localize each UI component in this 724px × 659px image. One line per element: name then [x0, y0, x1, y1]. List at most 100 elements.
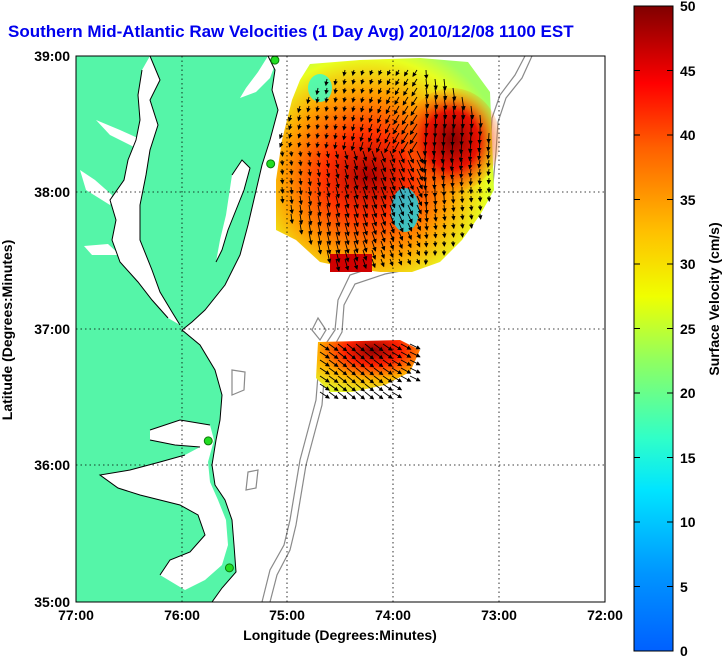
velocity-arrow	[468, 213, 474, 220]
velocity-arrow	[334, 159, 340, 169]
velocity-arrow	[380, 177, 387, 191]
x-tick-label: 76:00	[164, 607, 200, 623]
velocity-arrow	[422, 141, 428, 156]
velocity-arrow	[359, 114, 365, 123]
velocity-arrow	[344, 159, 349, 170]
velocity-arrow	[325, 159, 331, 169]
velocity-arrow	[344, 249, 350, 263]
velocity-arrow	[344, 213, 350, 228]
velocity-arrow	[319, 383, 330, 391]
velocity-arrow	[477, 213, 483, 220]
velocity-arrow	[337, 351, 348, 360]
velocity-arrow	[324, 87, 329, 95]
velocity-arrow	[324, 105, 329, 112]
velocity-arrow	[317, 195, 322, 207]
velocity-arrow	[407, 249, 412, 257]
velocity-arrow	[316, 159, 321, 168]
velocity-arrow	[335, 231, 341, 246]
velocity-arrow	[378, 69, 383, 76]
velocity-arrow	[306, 123, 311, 130]
velocity-arrow	[298, 195, 303, 206]
velocity-arrow	[326, 231, 332, 246]
velocity-arrow	[400, 375, 412, 382]
velocity-arrow	[398, 222, 404, 233]
velocity-arrow	[407, 240, 412, 249]
velocity-arrow	[401, 123, 409, 135]
velocity-arrow	[344, 204, 350, 219]
velocity-arrow	[367, 132, 373, 143]
velocity-arrow	[422, 168, 428, 182]
velocity-arrow	[377, 105, 382, 114]
velocity-arrow	[360, 96, 365, 104]
velocity-arrow	[371, 204, 378, 218]
velocity-arrow	[442, 87, 448, 101]
velocity-arrow	[353, 240, 359, 254]
velocity-arrow	[416, 177, 423, 190]
velocity-arrow	[342, 123, 347, 131]
velocity-arrow	[415, 258, 420, 265]
velocity-arrow	[398, 204, 405, 217]
y-tick-label: 35:00	[34, 594, 70, 610]
velocity-arrow	[407, 186, 414, 199]
velocity-arrow	[317, 204, 322, 217]
velocity-arrow	[337, 343, 348, 352]
velocity-arrow	[335, 240, 341, 255]
velocity-arrow	[342, 105, 347, 112]
velocity-arrow	[424, 78, 429, 90]
velocity-arrow	[433, 231, 438, 239]
velocity-arrow	[308, 222, 313, 236]
velocity-arrow	[351, 123, 356, 132]
velocity-arrow	[452, 87, 457, 102]
velocity-arrow	[401, 132, 409, 145]
velocity-arrow	[344, 195, 350, 209]
velocity-arrow	[384, 141, 391, 154]
velocity-arrow	[353, 150, 358, 161]
velocity-arrow	[392, 132, 400, 144]
velocity-arrow	[355, 383, 366, 392]
velocity-arrow	[326, 213, 332, 227]
velocity-arrow	[460, 105, 466, 120]
velocity-arrow	[380, 195, 387, 209]
velocity-arrow	[459, 168, 464, 179]
velocity-arrow	[389, 195, 396, 209]
velocity-arrow	[316, 150, 321, 158]
velocity-arrow	[442, 78, 448, 91]
velocity-arrow	[328, 375, 339, 384]
velocity-arrow	[407, 204, 413, 216]
velocity-arrow	[389, 204, 396, 217]
velocity-arrow	[371, 186, 378, 201]
y-tick-label: 37:00	[34, 321, 70, 337]
velocity-arrow	[279, 141, 284, 148]
velocity-arrow	[409, 141, 418, 154]
velocity-arrow	[380, 222, 386, 235]
x-tick-label: 75:00	[269, 607, 305, 623]
velocity-arrow	[389, 258, 394, 267]
velocity-arrow	[350, 141, 356, 151]
velocity-arrow	[477, 132, 482, 145]
velocity-arrow	[328, 391, 339, 400]
colorbar: 50 45 40 35 30 25 20 15 10 5 0 Surface V…	[633, 0, 722, 659]
velocity-arrow	[468, 132, 473, 146]
velocity-arrow	[407, 177, 414, 191]
velocity-arrow	[297, 123, 302, 130]
velocity-arrow	[315, 132, 320, 139]
velocity-arrow	[307, 204, 313, 216]
velocity-arrow	[362, 249, 368, 261]
velocity-arrow	[382, 375, 393, 383]
velocity-arrow	[468, 204, 474, 212]
velocity-arrow	[344, 231, 350, 246]
velocity-arrow	[458, 159, 464, 171]
velocity-arrow	[433, 105, 439, 120]
velocity-arrow	[337, 391, 348, 400]
velocity-arrow	[389, 159, 396, 173]
x-tick-label: 74:00	[375, 607, 411, 623]
velocity-arrow	[416, 204, 422, 215]
velocity-arrow	[364, 351, 375, 360]
velocity-arrow	[431, 141, 437, 156]
velocity-arrow	[393, 114, 400, 125]
colorbar-title: Surface Velocity (cm/s)	[706, 222, 722, 375]
velocity-arrow	[279, 168, 285, 176]
velocity-arrow	[351, 105, 356, 113]
velocity-arrow	[360, 105, 365, 113]
